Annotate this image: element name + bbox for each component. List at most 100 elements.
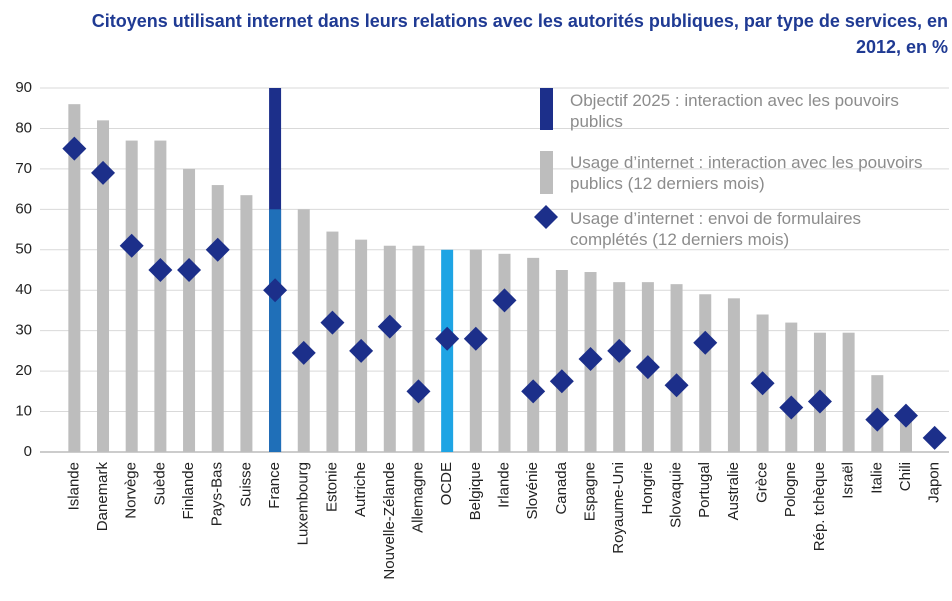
x-tick-label: Irlande	[495, 462, 512, 508]
x-tick-label: Nouvelle-Zélande	[381, 462, 398, 580]
diamond-marker	[463, 326, 488, 351]
diamond-marker	[521, 379, 546, 404]
diamond-marker	[349, 338, 374, 363]
bar	[383, 245, 396, 452]
bar	[469, 249, 482, 452]
x-tick-label: Slovaquie	[668, 462, 685, 528]
y-tick-label: 50	[15, 241, 32, 258]
x-tick-label: Islande	[65, 462, 82, 510]
bar	[498, 253, 511, 452]
diamond-marker	[578, 346, 603, 371]
x-tick-label: Pologne	[782, 462, 799, 517]
diamond-marker	[406, 379, 431, 404]
bar	[727, 298, 740, 452]
diamond-marker	[664, 373, 689, 398]
x-tick-label: Australie	[725, 462, 742, 520]
x-tick-label: Portugal	[696, 462, 713, 518]
diamond-marker	[291, 340, 316, 365]
y-tick-label: 40	[15, 281, 32, 298]
diamond-marker	[750, 371, 775, 396]
legend-label: Usage d’internet : interaction avec les …	[570, 153, 923, 193]
bar	[183, 168, 196, 452]
diamond-marker	[320, 310, 345, 335]
diamond-marker	[635, 355, 660, 380]
chart-title: Citoyens utilisant internet dans leurs r…	[91, 11, 948, 57]
bar	[269, 209, 282, 452]
bar	[97, 120, 110, 452]
bar	[326, 231, 339, 452]
y-tick-label: 80	[15, 119, 32, 136]
bar	[527, 257, 540, 452]
x-tick-label: Allemagne	[409, 462, 426, 533]
diamond-marker	[607, 338, 632, 363]
x-tick-label: OCDE	[438, 462, 455, 505]
bar	[68, 104, 81, 452]
x-tick-label: Suisse	[237, 462, 254, 507]
bar	[555, 270, 568, 452]
bar	[613, 282, 626, 452]
bar	[899, 419, 912, 452]
bar	[297, 209, 310, 452]
diamond-marker	[893, 403, 918, 428]
diamond-marker	[807, 389, 832, 414]
bar	[842, 332, 855, 452]
y-tick-label: 70	[15, 160, 32, 177]
diamond-marker	[549, 369, 574, 394]
diamond-marker	[263, 278, 288, 303]
diamond-marker	[865, 407, 890, 432]
bar	[412, 245, 425, 452]
bar	[125, 140, 138, 453]
x-tick-label: Slovénie	[524, 462, 541, 520]
legend-swatch	[540, 151, 553, 194]
diamond-marker	[91, 160, 116, 185]
diamond-marker	[922, 425, 947, 450]
diamond-marker	[377, 314, 402, 339]
bar	[240, 195, 253, 452]
diamond-marker	[435, 326, 460, 351]
bar	[211, 185, 224, 453]
x-tick-label: Canada	[553, 461, 570, 514]
bar	[699, 294, 712, 452]
x-tick-label: Rép. tchèque	[811, 462, 828, 551]
x-tick-label: Espagne	[582, 462, 599, 521]
x-tick-label: Chili	[897, 462, 914, 491]
diamond-marker	[62, 136, 87, 161]
legend-swatch	[534, 205, 558, 229]
x-tick-label: Hongrie	[639, 462, 656, 515]
legend-label: Usage d’internet : envoi de formulaires …	[570, 209, 862, 249]
y-tick-label: 90	[15, 79, 32, 96]
x-tick-label: Autriche	[352, 462, 369, 517]
x-tick-label: Pays-Bas	[209, 462, 226, 526]
y-tick-label: 30	[15, 322, 32, 339]
diamond-marker	[205, 237, 230, 262]
x-tick-label: Suède	[151, 462, 168, 505]
bar	[154, 140, 167, 453]
diamond-marker	[148, 258, 173, 282]
x-tick-label: Israël	[840, 462, 857, 499]
legend-label: Objectif 2025 : interaction avec les pou…	[570, 91, 899, 131]
x-tick-label: Italie	[868, 462, 885, 494]
x-tick-label: Grèce	[754, 462, 771, 503]
x-tick-label: Danemark	[94, 462, 111, 532]
x-tick-label: Estonie	[323, 462, 340, 512]
x-tick-label: Royaume-Uni	[610, 462, 627, 554]
diamond-marker	[177, 258, 202, 282]
y-tick-label: 60	[15, 200, 32, 217]
x-tick-label: Norvège	[123, 462, 140, 519]
x-tick-label: France	[266, 462, 283, 509]
diamond-marker	[779, 395, 804, 420]
bar	[670, 284, 683, 452]
legend-swatch	[540, 88, 553, 130]
y-tick-label: 0	[24, 443, 32, 460]
diamond-marker	[119, 233, 144, 258]
y-tick-label: 10	[15, 403, 32, 420]
diamond-marker	[693, 330, 718, 355]
bar	[785, 322, 798, 452]
y-tick-label: 20	[15, 362, 32, 379]
x-tick-label: Luxembourg	[295, 462, 312, 545]
x-tick-label: Finlande	[180, 462, 197, 520]
x-tick-label: Belgique	[467, 462, 484, 520]
bar	[441, 249, 454, 452]
